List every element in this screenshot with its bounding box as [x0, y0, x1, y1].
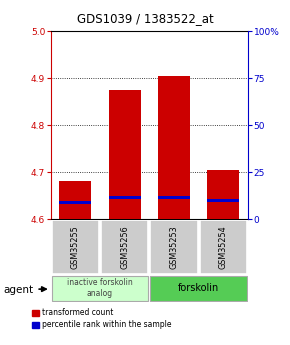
Bar	[52, 220, 99, 274]
Bar	[109, 90, 141, 219]
Text: GSM35255: GSM35255	[71, 225, 80, 269]
Bar	[109, 196, 141, 199]
Text: GSM35254: GSM35254	[219, 225, 228, 269]
Bar	[207, 199, 239, 202]
Bar	[52, 276, 148, 301]
Bar	[158, 196, 190, 199]
Text: forskolin: forskolin	[178, 284, 219, 293]
Bar	[150, 220, 198, 274]
Legend: transformed count, percentile rank within the sample: transformed count, percentile rank withi…	[29, 305, 175, 333]
Bar	[101, 220, 148, 274]
Text: GSM35256: GSM35256	[120, 225, 129, 269]
Text: inactive forskolin
analog: inactive forskolin analog	[67, 278, 133, 298]
Bar	[158, 76, 190, 219]
Text: agent: agent	[3, 285, 33, 295]
Bar	[59, 201, 91, 204]
Bar	[200, 220, 247, 274]
Bar	[59, 181, 91, 219]
Bar	[150, 276, 247, 301]
Text: GDS1039 / 1383522_at: GDS1039 / 1383522_at	[77, 12, 213, 25]
Text: GSM35253: GSM35253	[169, 225, 179, 269]
Bar	[207, 170, 239, 219]
